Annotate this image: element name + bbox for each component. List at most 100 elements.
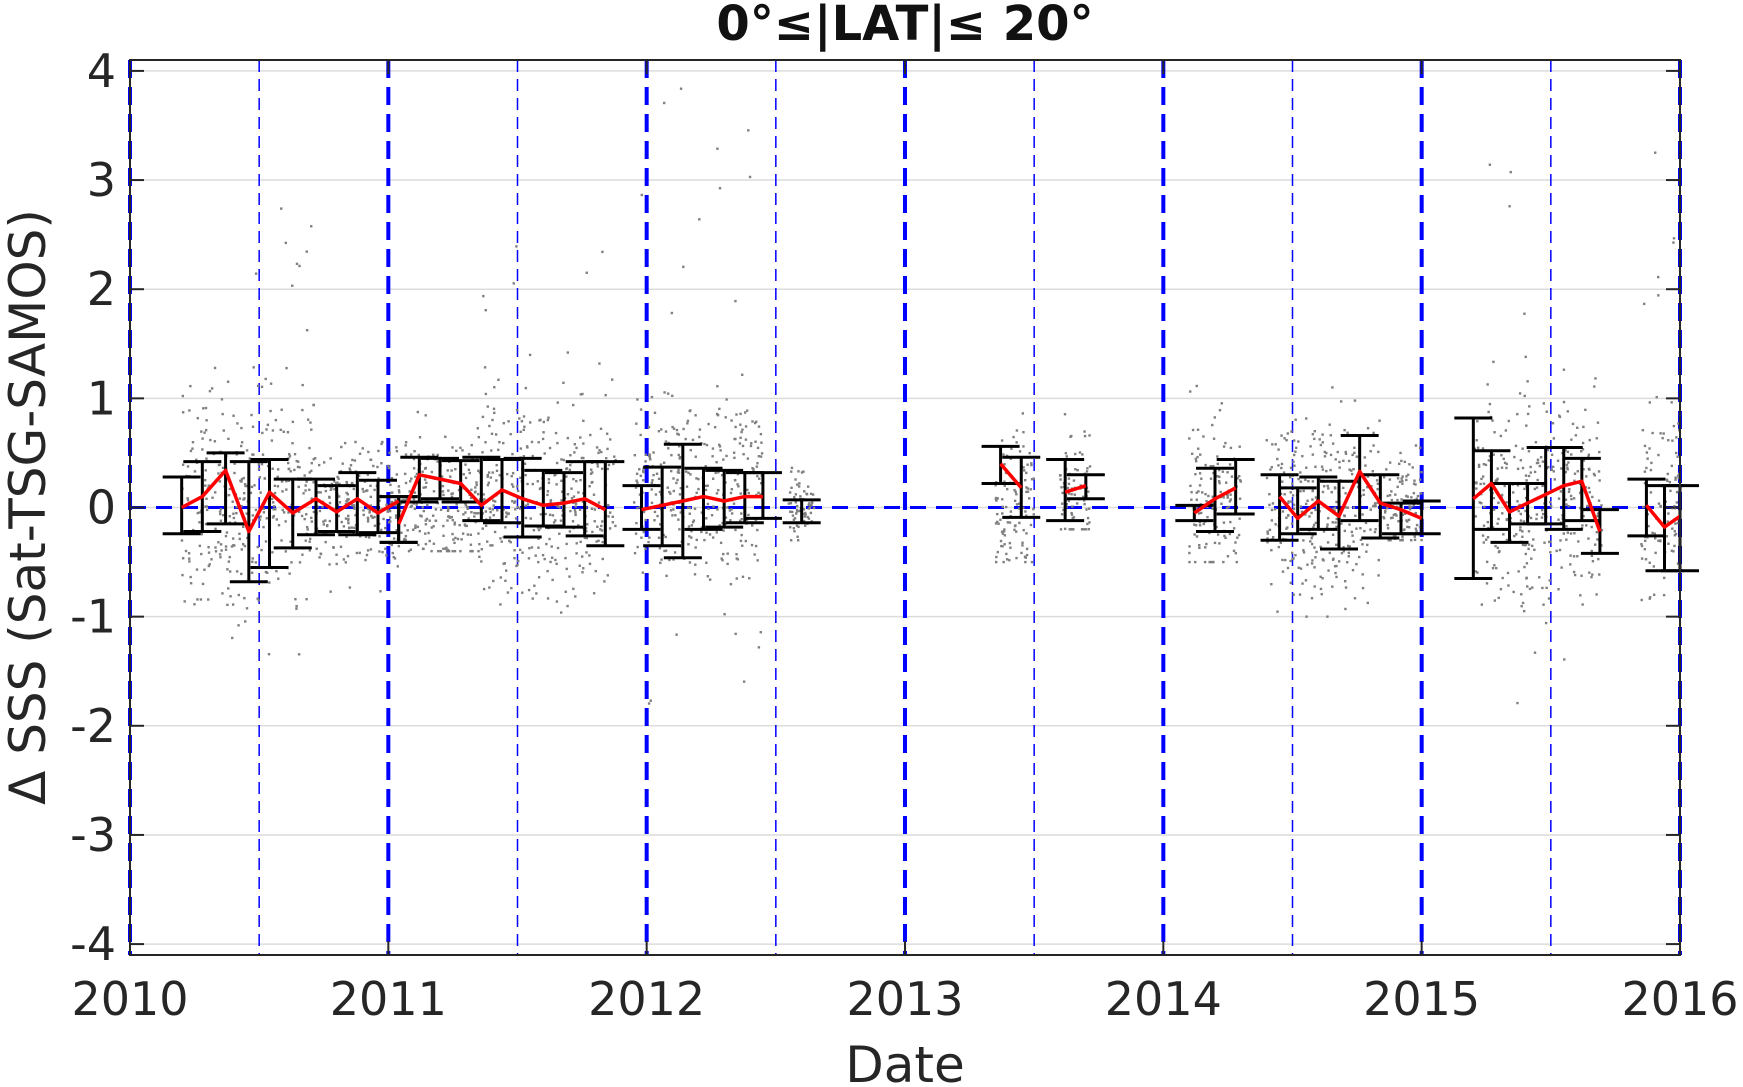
data-point <box>289 470 292 473</box>
data-point <box>1414 483 1417 486</box>
data-point <box>1590 549 1593 553</box>
data-point <box>1551 465 1555 469</box>
data-point <box>726 562 729 566</box>
data-point <box>688 512 691 515</box>
data-point <box>1294 450 1297 453</box>
data-point <box>554 519 557 522</box>
data-point <box>1270 582 1273 586</box>
data-point <box>1418 526 1422 529</box>
data-point <box>266 423 270 427</box>
data-point <box>417 543 420 547</box>
data-point <box>502 441 505 445</box>
data-point <box>337 514 341 518</box>
data-point <box>404 534 408 538</box>
data-point <box>543 452 546 455</box>
data-point <box>499 576 502 579</box>
data-point <box>546 490 550 493</box>
data-point <box>1675 490 1679 494</box>
data-point <box>404 444 407 447</box>
data-point <box>1579 491 1582 495</box>
data-point <box>369 548 373 551</box>
data-point <box>791 510 794 514</box>
data-point <box>204 428 208 432</box>
data-point <box>700 511 704 514</box>
data-point <box>793 496 796 499</box>
data-point <box>1222 560 1225 564</box>
data-point <box>274 418 278 422</box>
data-point <box>1525 424 1528 427</box>
data-point <box>1572 570 1576 574</box>
data-point <box>414 526 417 530</box>
data-point <box>245 512 248 515</box>
data-point <box>719 449 722 452</box>
data-point <box>1266 530 1269 533</box>
data-point <box>1565 503 1568 506</box>
data-point <box>338 482 341 486</box>
data-point <box>308 446 311 450</box>
data-point <box>516 485 519 488</box>
data-point <box>333 488 336 491</box>
data-point <box>495 463 498 467</box>
data-point <box>1651 531 1654 535</box>
data-point <box>1372 431 1375 435</box>
data-point <box>486 540 489 543</box>
data-point <box>1335 525 1338 528</box>
data-point <box>1228 532 1232 536</box>
data-point <box>999 518 1002 521</box>
data-point <box>254 561 258 564</box>
data-point <box>467 517 470 520</box>
data-point <box>1002 560 1005 564</box>
data-point <box>296 460 300 463</box>
data-point <box>1401 535 1404 538</box>
data-point <box>205 497 208 500</box>
data-point <box>1674 451 1678 455</box>
data-point <box>581 500 585 503</box>
data-point <box>413 507 416 511</box>
data-point <box>1656 275 1660 279</box>
data-point <box>348 467 351 470</box>
data-point <box>369 504 372 507</box>
data-point <box>802 470 805 473</box>
data-point <box>306 418 310 421</box>
data-point <box>1646 457 1649 460</box>
data-point <box>1026 463 1029 466</box>
data-point <box>224 548 228 551</box>
data-point <box>996 520 999 524</box>
data-point <box>729 582 733 586</box>
data-point <box>1015 493 1018 496</box>
data-point <box>1504 429 1508 432</box>
data-point <box>1671 527 1674 530</box>
data-point <box>251 514 255 517</box>
data-point <box>1292 503 1296 507</box>
data-point <box>599 528 602 531</box>
data-point <box>495 479 498 482</box>
data-point <box>256 384 260 388</box>
data-point <box>470 488 473 491</box>
data-point <box>556 441 559 445</box>
data-point <box>1378 419 1381 422</box>
data-point <box>221 592 224 595</box>
data-point <box>350 526 353 529</box>
data-point <box>467 452 471 456</box>
data-point <box>741 373 744 376</box>
data-point <box>276 485 280 488</box>
data-point <box>1642 505 1645 509</box>
data-point <box>1407 526 1411 529</box>
data-point <box>1018 521 1021 525</box>
data-point <box>1640 598 1643 602</box>
data-point <box>1343 428 1346 432</box>
data-point <box>1546 448 1550 452</box>
data-point <box>1541 484 1544 488</box>
data-point <box>759 432 763 436</box>
data-point <box>415 472 419 476</box>
data-point <box>507 512 510 515</box>
data-point <box>1545 586 1548 590</box>
data-point <box>1008 541 1012 545</box>
data-point <box>259 515 262 518</box>
data-point <box>1327 487 1330 490</box>
data-point <box>1524 544 1527 547</box>
data-point <box>338 501 342 504</box>
data-point <box>1522 609 1526 613</box>
data-point <box>559 519 563 522</box>
data-point <box>484 392 488 396</box>
